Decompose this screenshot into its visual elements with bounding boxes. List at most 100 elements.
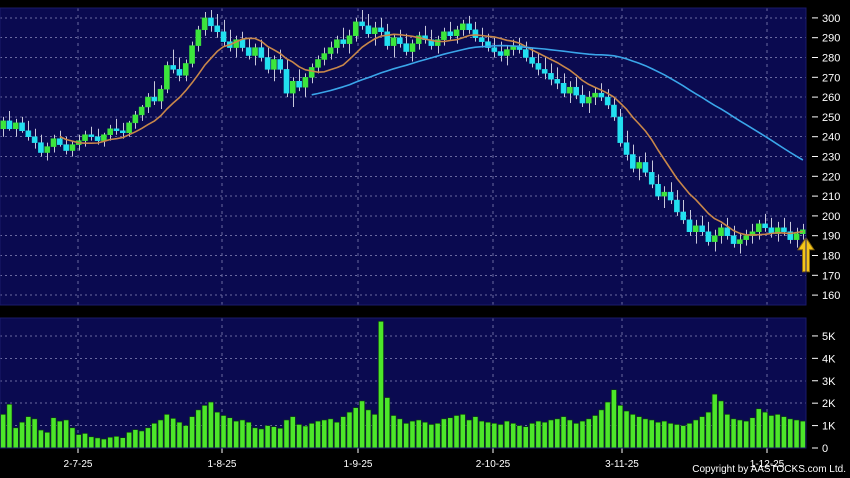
- volume-bar: [302, 425, 309, 449]
- candle-body: [522, 49, 529, 58]
- volume-bar: [308, 423, 315, 449]
- candle-body: [535, 63, 542, 70]
- date-axis-tick-label: 2-7-25: [64, 459, 93, 470]
- volume-bar: [0, 414, 6, 449]
- candlestick-series: [0, 9, 806, 254]
- candle-body: [661, 191, 668, 197]
- candle-body: [264, 57, 271, 70]
- candle-body: [208, 17, 214, 27]
- volume-bar: [252, 427, 258, 449]
- candle-body: [699, 225, 705, 232]
- candle-body: [648, 172, 655, 185]
- volume-bar: [94, 437, 101, 449]
- candle-body: [214, 25, 221, 33]
- price-axis-tick-label: 190: [822, 231, 840, 243]
- candle-body: [38, 142, 44, 153]
- price-axis-tick-label: 270: [822, 72, 840, 84]
- candle-body: [346, 35, 353, 44]
- candle-body: [88, 134, 95, 137]
- volume-bar: [762, 411, 768, 449]
- volume-bar: [548, 419, 554, 449]
- candle-body: [69, 144, 76, 151]
- price-axis-tick-label: 220: [822, 171, 840, 183]
- volume-bar: [56, 420, 63, 449]
- volume-bar: [397, 418, 403, 449]
- price-axis-tick-label: 280: [822, 53, 840, 65]
- copyright-notice: Copyright by AASTOCKS.com Ltd.: [692, 464, 846, 475]
- volume-bar: [346, 411, 353, 449]
- volume-bar: [75, 434, 82, 449]
- candle-body: [680, 211, 687, 221]
- price-axis-tick-label: 260: [822, 92, 840, 104]
- volume-bar: [271, 426, 277, 449]
- candle-body: [711, 235, 718, 242]
- volume-bar: [447, 417, 454, 449]
- candle-body: [409, 43, 416, 52]
- volume-bar: [327, 418, 334, 449]
- volume-bar: [31, 418, 38, 449]
- candle-body: [554, 79, 561, 84]
- date-axis-tick-label: 2-10-25: [476, 459, 511, 470]
- candle-body: [164, 65, 170, 90]
- candle-body: [781, 227, 787, 232]
- volume-bar: [655, 421, 661, 449]
- volume-axis-tick-label: 4K: [822, 353, 836, 365]
- moving-average-long-line: [311, 44, 804, 161]
- volume-bar: [686, 423, 693, 449]
- candle-body: [0, 120, 6, 130]
- candle-body: [693, 225, 699, 232]
- candle-body: [504, 49, 510, 56]
- candle-body: [302, 77, 309, 88]
- candle-body: [434, 39, 441, 46]
- candle-body: [138, 106, 145, 116]
- volume-bar: [352, 407, 359, 449]
- volume-bar: [781, 416, 787, 449]
- candle-body: [403, 43, 409, 52]
- candle-body: [415, 35, 422, 44]
- volume-bar: [755, 408, 762, 449]
- volume-bar: [554, 418, 561, 449]
- candle-body: [397, 37, 403, 44]
- volume-bar: [359, 400, 365, 449]
- price-panel-border: [0, 7, 807, 306]
- candle-body: [201, 17, 208, 31]
- volume-axis-tick-label: 5K: [822, 331, 836, 343]
- volume-bar: [478, 420, 485, 449]
- volume-bar: [6, 403, 13, 449]
- candle-body: [390, 37, 397, 46]
- volume-bar: [522, 426, 529, 449]
- volume-bar: [334, 421, 340, 449]
- candle-body: [283, 69, 290, 94]
- volume-bar: [453, 415, 460, 449]
- volume-bar: [623, 410, 630, 449]
- volume-bar: [585, 418, 592, 449]
- volume-bar: [592, 415, 598, 449]
- candle-body: [485, 41, 491, 48]
- volume-bar: [119, 437, 126, 449]
- candle-body: [271, 59, 277, 70]
- volume-bar: [101, 438, 107, 449]
- candle-body: [113, 128, 120, 132]
- candle-body: [352, 21, 359, 36]
- candle-body: [774, 227, 781, 234]
- volume-bar: [277, 427, 284, 449]
- volume-bar: [220, 415, 227, 449]
- candle-body: [491, 47, 498, 52]
- candle-body: [642, 162, 649, 173]
- candle-body: [611, 104, 617, 118]
- volume-bar: [245, 421, 252, 449]
- candle-body: [6, 120, 13, 130]
- candle-body: [31, 136, 38, 143]
- candle-body: [101, 134, 107, 141]
- price-axis-tick-label: 200: [822, 211, 840, 223]
- volume-bar: [233, 420, 239, 449]
- volume-bar: [730, 418, 737, 449]
- volume-bar: [44, 432, 51, 449]
- candle-body: [252, 47, 258, 56]
- volume-bar: [680, 425, 687, 449]
- volume-bar: [611, 389, 617, 449]
- volume-bar: [711, 393, 718, 449]
- volume-bar: [516, 425, 523, 449]
- volume-bar: [371, 414, 378, 449]
